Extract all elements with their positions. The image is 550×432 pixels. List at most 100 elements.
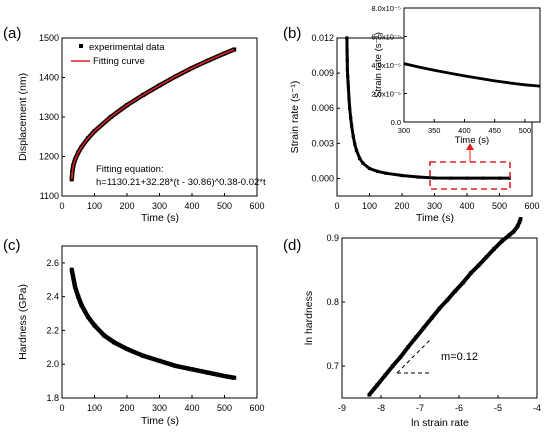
panel-a-ytick-label: 1100	[40, 191, 59, 201]
panel-b-inset: 300 350 400 450 500 0.0 2.0x10⁻⁵ 4.0x10⁻⁵ 6.0x10…	[371, 4, 541, 146]
panel-d-ytick-label: 0.9	[326, 233, 339, 243]
panel-a-ticks: 0 100 200 300 400 500 600 1100 1200 1300 1400 1500	[39, 33, 265, 211]
data-point	[125, 347, 129, 352]
panel-a-xtick-label: 100	[87, 201, 102, 211]
data-point	[232, 47, 237, 52]
data-point	[141, 353, 146, 358]
data-point	[367, 166, 372, 171]
data-point	[384, 171, 388, 175]
inset-xtick-label: 500	[519, 126, 532, 135]
panel-b-label: (b)	[283, 25, 301, 42]
legend-label-fitting: Fitting curve	[93, 56, 145, 67]
data-point	[69, 267, 74, 272]
panel-b-xtick-label: 300	[427, 201, 442, 211]
panel-a: (a) 0 100 200 300 400 500 600 1100 1200 1300 1400 1…	[3, 25, 266, 224]
data-point	[345, 49, 349, 53]
panel-d-ticks: -9 -8 -7 -6 -5 -4 0.7 0.8 0.9	[326, 233, 541, 413]
panel-d-ln-hardness-series	[367, 217, 523, 397]
panel-a-xtick-label: 200	[119, 201, 134, 211]
panel-b-xtick-label: 100	[362, 201, 377, 211]
panel-a-experimental-band	[69, 47, 236, 180]
data-point	[449, 176, 453, 180]
panel-b-strain-rate-series	[345, 36, 511, 180]
panel-b-ytick-label: 0.006	[311, 103, 334, 113]
panel-b-xtick-label: 200	[394, 201, 409, 211]
panel-c-xtick-label: 300	[152, 403, 167, 413]
data-point	[432, 176, 437, 180]
legend-label-experimental: experimental data	[89, 42, 165, 53]
panel-c-ytick-label: 2.4	[46, 292, 59, 302]
panel-b: (b) 0 100 200 300 400 500 600 0.000 0.003 0.006 0.…	[283, 4, 541, 224]
panel-d-label: (d)	[283, 237, 301, 254]
data-point	[375, 383, 379, 387]
panel-a-fitting-line	[70, 48, 235, 180]
data-point	[358, 156, 362, 161]
data-point	[492, 247, 496, 251]
panel-a-experimental-series	[69, 47, 237, 182]
data-point	[476, 263, 481, 268]
data-point	[445, 298, 450, 302]
data-point	[367, 393, 372, 397]
panel-b-ytick-label: 0.009	[311, 68, 334, 78]
panel-a-fitting-equation-title: Fitting equation:	[96, 164, 164, 175]
inset-ytick-label: 2.0x10⁻⁵	[371, 90, 401, 99]
data-point	[507, 176, 511, 180]
panel-b-ytick-label: 0.000	[311, 173, 334, 183]
data-point	[465, 176, 469, 180]
data-point	[376, 169, 380, 174]
panel-c-xtick-label: 500	[217, 403, 232, 413]
inset-ticks: 300 350 400 450 500 0.0 2.0x10⁻⁵ 4.0x10⁻⁵ 6.0x10…	[371, 4, 531, 135]
data-point	[353, 142, 357, 147]
inset-axes-frame	[403, 7, 541, 123]
panel-a-xtick-label: 400	[184, 201, 199, 211]
panel-c-label: (c)	[3, 237, 21, 254]
data-point	[345, 36, 349, 40]
inset-ytick-label: 6.0x10⁻⁵	[371, 33, 401, 42]
data-point	[157, 358, 162, 363]
inset-xtick-label: 300	[398, 126, 411, 135]
data-point	[206, 370, 211, 375]
data-point	[422, 325, 426, 330]
data-point	[515, 224, 520, 229]
data-point	[398, 355, 403, 359]
panel-b-xtick-label: 600	[524, 201, 539, 211]
panel-a-ylabel: Displacement (nm)	[17, 73, 29, 161]
panel-b-ytick-label: 0.003	[311, 138, 334, 148]
panel-d-xtick-label: -7	[416, 403, 424, 413]
data-point	[348, 106, 352, 110]
panel-c-hardness-series	[69, 267, 237, 380]
data-point	[361, 161, 365, 165]
panel-a-xtick-label: 600	[249, 201, 264, 211]
inset-strain-rate-curve	[403, 62, 541, 88]
data-point	[76, 294, 81, 299]
data-point	[350, 124, 354, 128]
data-point	[481, 176, 485, 180]
inset-ytick-label: 4.0x10⁻⁵	[371, 61, 401, 70]
panel-b-zoom-box	[429, 161, 511, 190]
data-point	[414, 335, 418, 339]
data-point	[346, 75, 350, 79]
data-point	[429, 316, 434, 320]
panel-a-ytick-label: 1200	[39, 152, 59, 162]
data-point	[92, 323, 97, 328]
panel-c-xtick-label: 600	[249, 403, 264, 413]
inset-xlabel: Time (s)	[455, 135, 489, 146]
data-point	[354, 148, 359, 152]
panel-b-zoom-arrow-head	[466, 143, 474, 150]
data-point	[507, 233, 512, 237]
data-point	[497, 176, 502, 180]
data-point	[190, 367, 194, 372]
data-point	[79, 303, 84, 308]
inset-ylabel: Strain rate (s⁻¹)	[373, 32, 384, 98]
panel-d-xlabel: ln strain rate	[411, 417, 469, 429]
panel-b-xtick-label: 0	[334, 201, 339, 211]
panel-d-ylabel: ln hardness	[303, 291, 315, 345]
data-point	[461, 281, 465, 285]
panel-d-xtick-label: -6	[455, 403, 463, 413]
data-point	[102, 333, 107, 338]
panel-d-xtick-label: -5	[494, 403, 502, 413]
panel-c-ytick-label: 2.2	[46, 325, 59, 335]
data-point	[112, 340, 116, 345]
data-point	[222, 374, 227, 379]
